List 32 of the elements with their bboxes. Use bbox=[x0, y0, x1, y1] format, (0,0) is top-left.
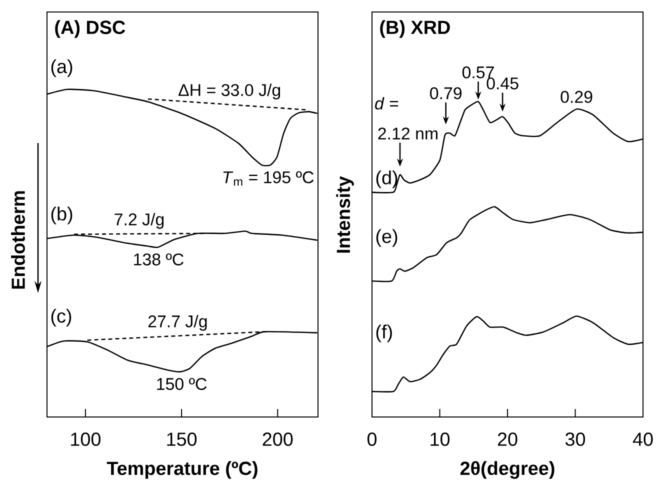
annotation: d = bbox=[375, 97, 398, 110]
annotation: ΔH = 33.0 J/g bbox=[178, 84, 280, 100]
y-axis-title: Endotherm bbox=[11, 191, 25, 289]
annotation: T$_{m}$ = 195 ºC bbox=[223, 171, 314, 186]
chart-title: (A) DSC bbox=[55, 20, 126, 38]
annotation: 2.12 nm bbox=[378, 128, 438, 140]
x-tick-label: 20 bbox=[498, 432, 518, 446]
x-axis-title: 2θ(degree) bbox=[460, 461, 554, 479]
annotation: 0.29 bbox=[560, 90, 592, 103]
annotation: 138 ºC bbox=[134, 253, 184, 266]
x-tick-label: 200 bbox=[262, 432, 293, 446]
legend-label: (d) bbox=[376, 170, 398, 188]
annotation: 27.7 J/g bbox=[148, 314, 207, 331]
x-tick-label: 150 bbox=[167, 432, 197, 446]
chart-title: (B) XRD bbox=[380, 20, 450, 38]
annotation: 150 ºC bbox=[157, 378, 207, 390]
y-axis-title: Intensity bbox=[336, 176, 354, 253]
series-label: (f) bbox=[376, 324, 392, 342]
annotation: 0.45 bbox=[486, 77, 518, 90]
x-axis-title: Temperature (ºC) bbox=[106, 461, 258, 479]
x-tick-label: 30 bbox=[565, 432, 586, 446]
x-tick-label: 40 bbox=[632, 432, 653, 446]
annotation: 0.79 bbox=[430, 87, 462, 100]
series-label: (a) bbox=[51, 59, 72, 77]
series-label: (e) bbox=[376, 229, 398, 247]
x-tick-label: 100 bbox=[71, 432, 100, 446]
annotation: 0.57 bbox=[462, 66, 494, 78]
legend-label: (c) bbox=[51, 308, 72, 326]
x-tick-label: 0 bbox=[367, 432, 377, 446]
series-label: (b) bbox=[51, 206, 72, 224]
annotation: 7.2 J/g bbox=[114, 212, 164, 229]
x-tick-label: 10 bbox=[430, 432, 450, 446]
